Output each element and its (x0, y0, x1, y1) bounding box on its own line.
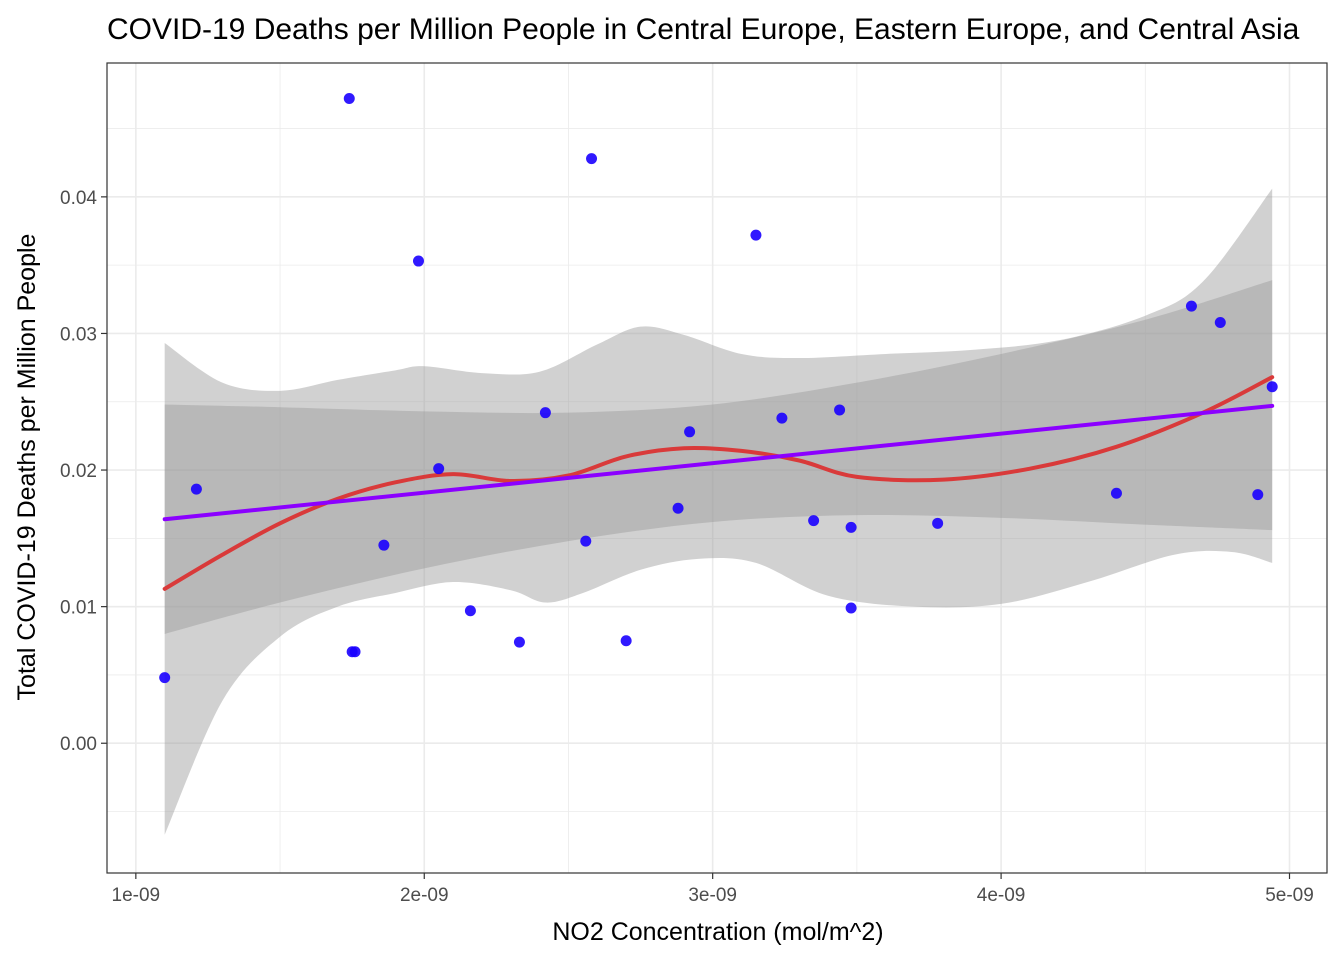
data-point (932, 517, 944, 529)
data-point (539, 407, 551, 419)
linear-fit-line (162, 403, 1275, 522)
data-point (1252, 489, 1264, 501)
major-grid (107, 63, 1327, 873)
y-tick-label: 0.02 (60, 461, 97, 482)
data-point (378, 539, 390, 551)
y-tick-label: 0.03 (60, 324, 97, 345)
data-point (343, 93, 355, 105)
x-axis-title: NO2 Concentration (mol/m^2) (552, 918, 883, 946)
data-point (1266, 381, 1278, 393)
data-point (808, 515, 820, 527)
confidence-bands (164, 188, 1273, 835)
panel-border (106, 62, 1328, 874)
x-axis: 1e-09 2e-09 3e-09 4e-09 5e-09 (112, 873, 1314, 906)
data-point (1185, 300, 1197, 312)
data-point (834, 404, 846, 416)
data-point (513, 636, 525, 648)
data-point (684, 426, 696, 438)
data-point (1110, 487, 1122, 499)
y-tick-label: 0.04 (60, 188, 97, 209)
x-tick-label: 4e-09 (977, 885, 1026, 906)
plot-panel (107, 63, 1327, 873)
y-tick-label: 0.01 (60, 598, 97, 619)
plot-area (106, 62, 1328, 874)
data-point (672, 502, 684, 514)
data-point (750, 229, 762, 241)
x-tick-label: 2e-09 (400, 885, 449, 906)
data-point (586, 153, 598, 165)
minor-grid (107, 63, 1327, 873)
data-point (845, 521, 857, 533)
data-point (349, 646, 361, 658)
data-point (464, 605, 476, 617)
y-tick-label: 0.00 (60, 734, 97, 755)
chart-title: COVID-19 Deaths per Million People in Ce… (107, 13, 1300, 46)
fit-lines (162, 375, 1275, 591)
data-point (190, 483, 202, 495)
y-axis-title: Total COVID-19 Deaths per Million People (13, 234, 41, 701)
x-tick-label: 1e-09 (112, 885, 161, 906)
data-point (412, 255, 424, 267)
data-point (776, 412, 788, 424)
y-axis: 0.00 0.01 0.02 0.03 0.04 (60, 188, 107, 755)
data-point (620, 635, 632, 647)
data-point (433, 463, 445, 475)
data-point (159, 672, 171, 684)
loess-confidence-band (164, 188, 1273, 835)
x-tick-label: 3e-09 (688, 885, 737, 906)
data-point (1214, 317, 1226, 329)
data-point (845, 602, 857, 614)
data-point (580, 535, 592, 547)
data-points (159, 93, 1278, 684)
linear-confidence-band (164, 280, 1273, 634)
x-tick-label: 5e-09 (1265, 885, 1314, 906)
